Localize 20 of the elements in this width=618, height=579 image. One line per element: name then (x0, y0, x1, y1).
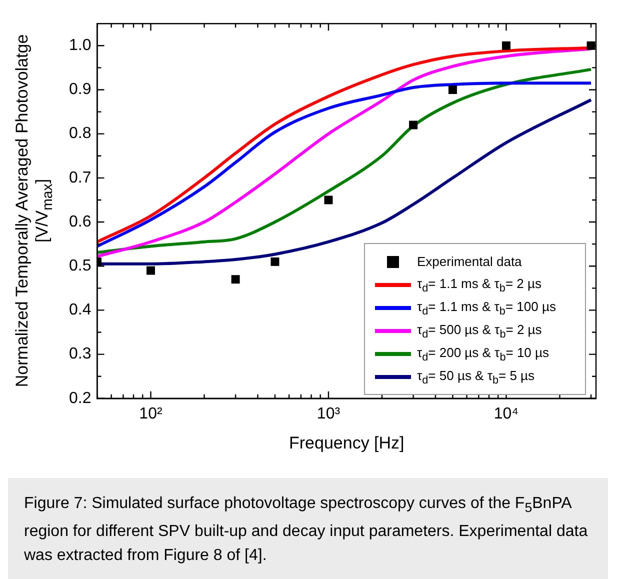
y-tick-label: 0.7 (68, 169, 92, 186)
x-axis-title: Frequency [Hz] (288, 433, 404, 452)
y-tick-label: 0.3 (68, 346, 92, 363)
caption: Figure 7: Simulated surface photovoltage spectroscopy curves of the F$_{5}$BnPA region for different SPV built-up and decay input parameters. Experimental data was extracted from Figure 8 of [4]. (8, 478, 608, 579)
y-tick-label: 0.9 (68, 81, 92, 98)
x-tick-label: 10² (139, 405, 163, 422)
legend-label: τ$_{d}$= 1.1 ms & τ$_{b}$= 2 µs (417, 276, 542, 294)
y-tick-label: 0.4 (68, 302, 92, 319)
y-tick-label: 0.6 (68, 213, 92, 230)
y-tick-label: 0.8 (68, 125, 92, 142)
y-tick-label: 0.5 (68, 258, 92, 275)
legend-label: τ$_{d}$= 200 µs & τ$_{b}$= 10 µs (417, 344, 549, 364)
y-tick-label: 0.2 (68, 390, 92, 407)
y-tick-label: 1.0 (68, 37, 92, 54)
legend-label: τ$_{d}$= 50 µs & τ$_{b}$= 5 µs (417, 368, 535, 386)
x-tick-label: 10⁴ (494, 405, 519, 422)
legend-label: τ$_{d}$= 500 µs & τ$_{b}$= 2 µs (417, 322, 542, 340)
legend-label: τ$_{d}$= 1.1 ms & τ$_{b}$= 100 µs (417, 298, 556, 318)
legend-label: Experimental data (417, 254, 522, 270)
x-tick-label: 10³ (316, 405, 341, 422)
